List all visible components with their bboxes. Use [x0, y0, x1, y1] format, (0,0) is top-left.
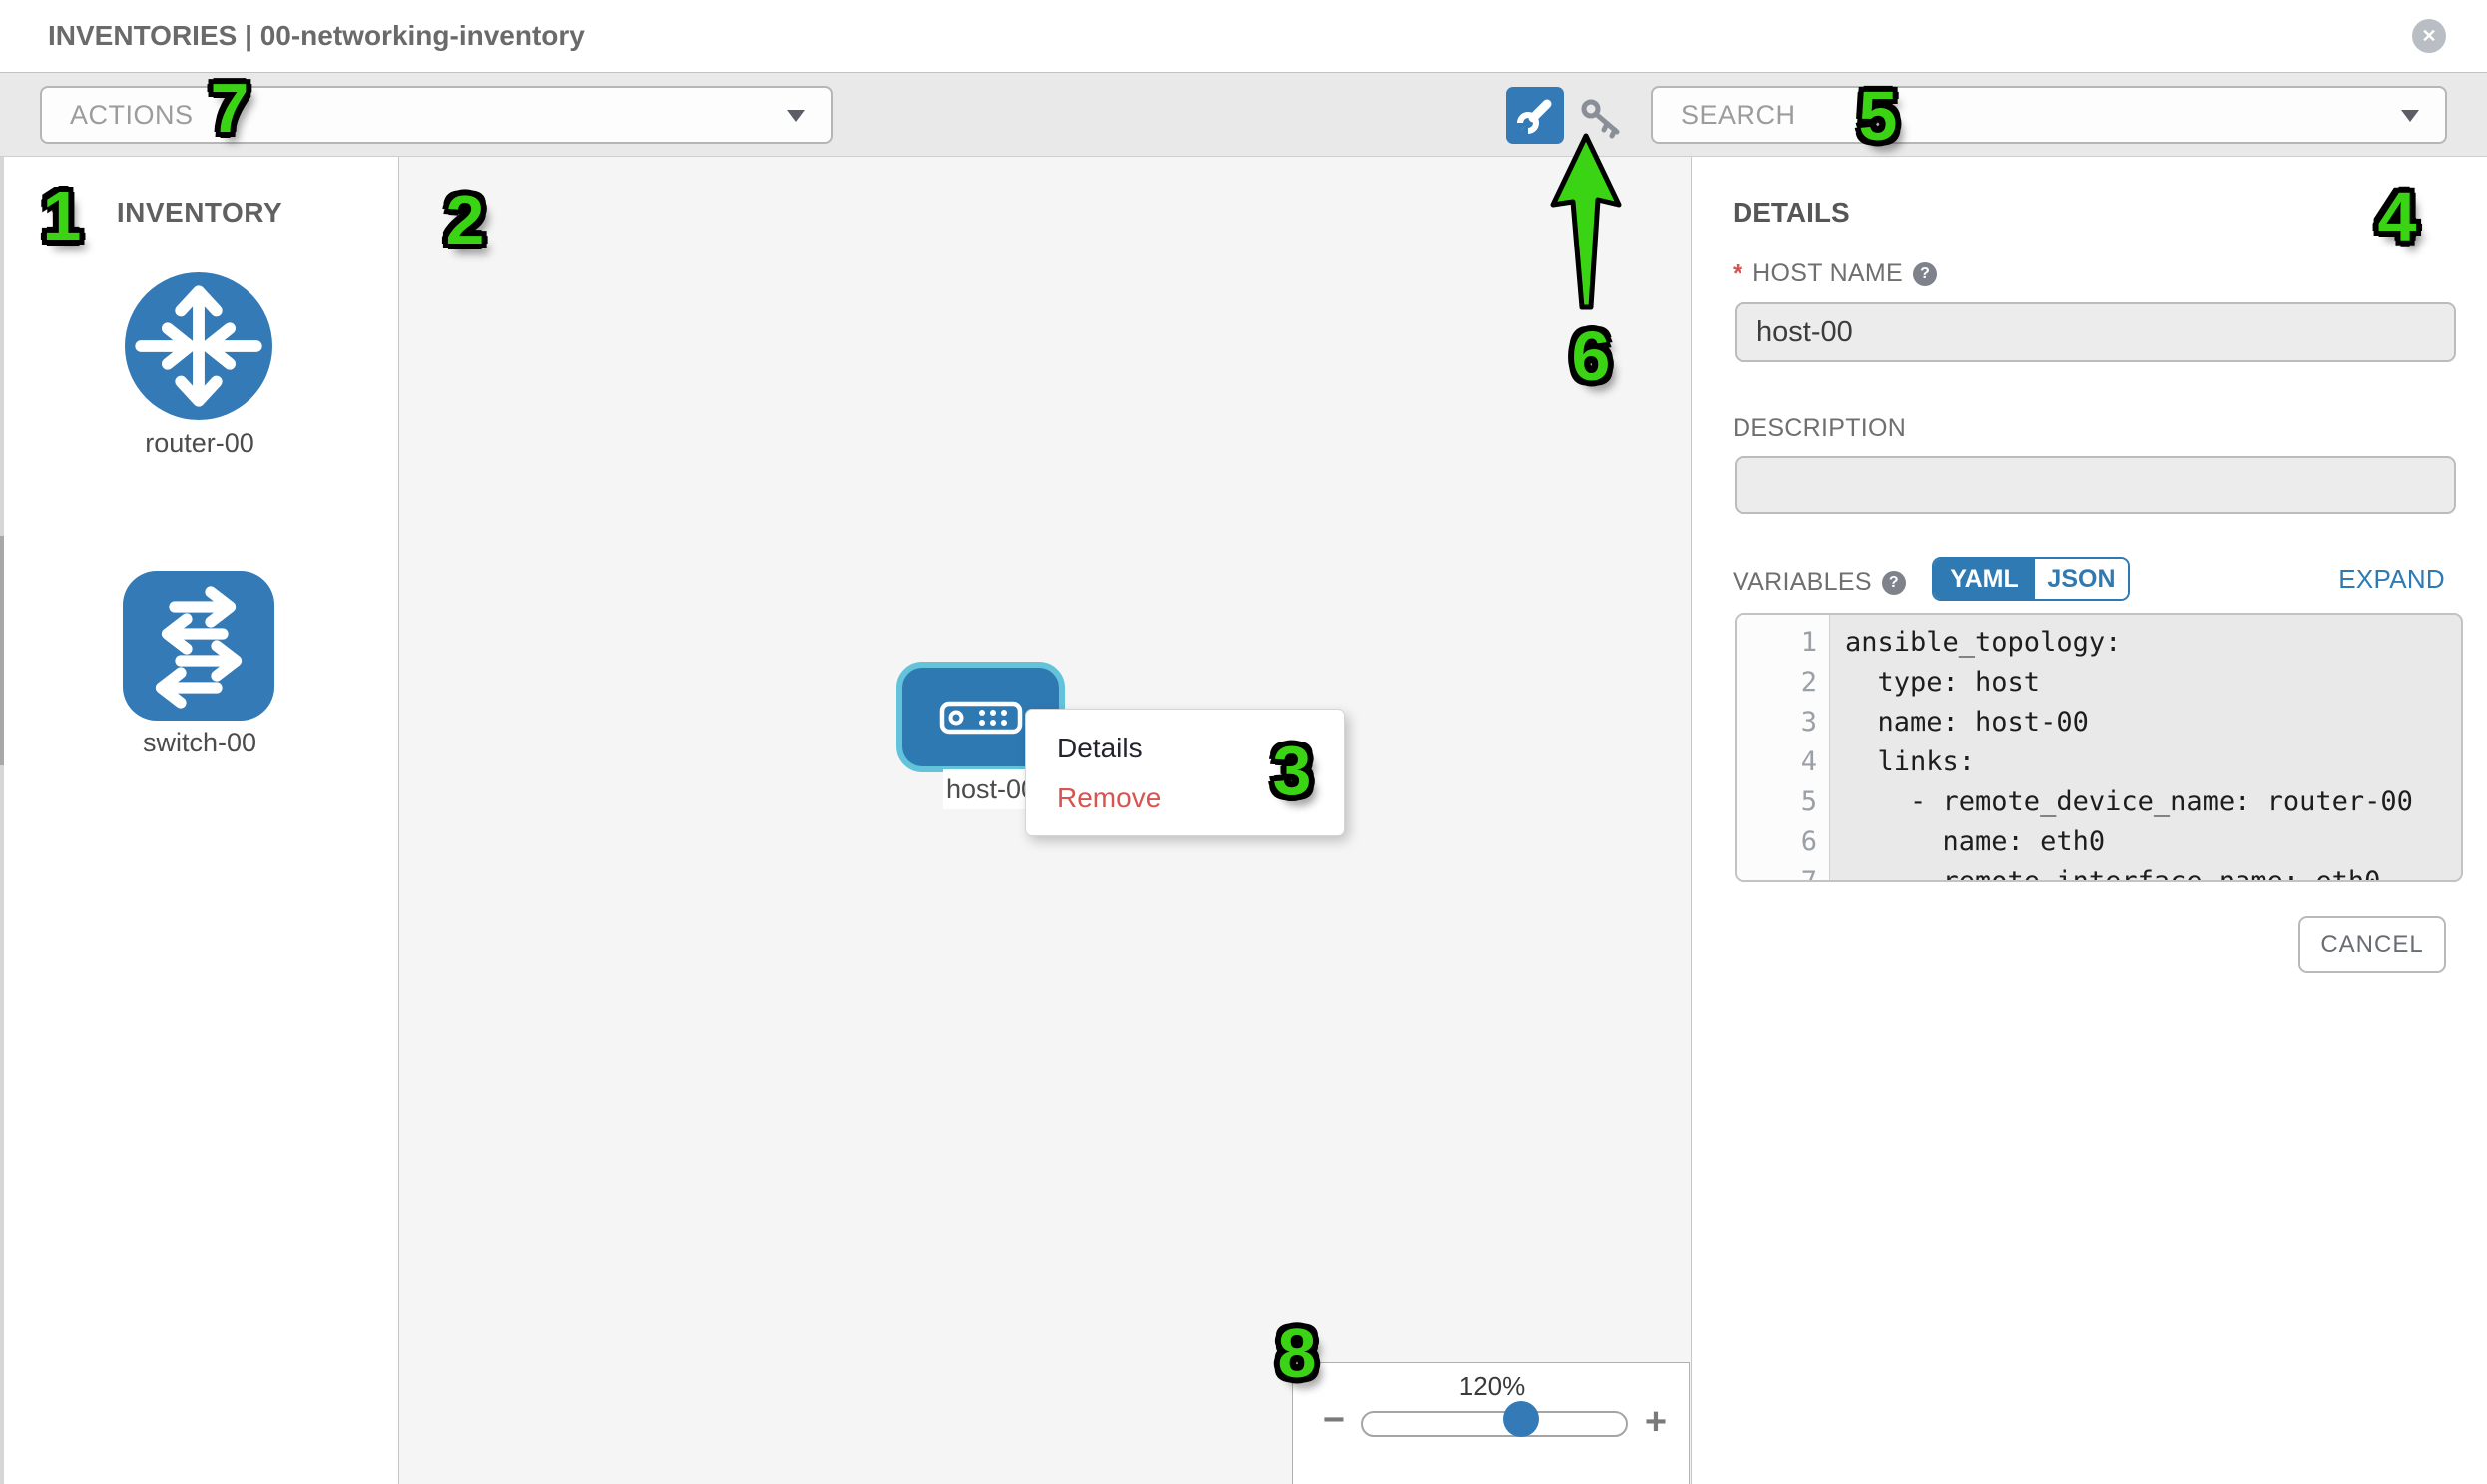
- code-line: type: host: [1845, 667, 2041, 698]
- code-line: name: eth0: [1845, 826, 2106, 857]
- green-arrow-up-icon: [1550, 133, 1622, 310]
- context-menu: Details Remove: [1025, 709, 1345, 836]
- description-label: DESCRIPTION: [1733, 414, 1907, 442]
- chevron-down-icon: [787, 110, 805, 122]
- switch-icon: [155, 586, 243, 709]
- zoom-out-button[interactable]: −: [1322, 1399, 1346, 1441]
- context-menu-item-remove[interactable]: Remove: [1057, 782, 1162, 813]
- host-node-label: host-00: [943, 769, 1039, 809]
- topology-canvas[interactable]: host-00 Details Remove 120% − +: [399, 157, 1691, 1484]
- key-button[interactable]: [1579, 98, 1627, 140]
- line-number: 3: [1800, 707, 1817, 738]
- wrench-icon: [1515, 99, 1552, 136]
- annotation-marker-3: 3: [1272, 732, 1312, 809]
- line-number: 7: [1800, 866, 1817, 882]
- line-number: 2: [1800, 667, 1817, 698]
- cancel-button[interactable]: CANCEL: [2298, 916, 2446, 973]
- inventory-sidebar: INVENTORY router-00: [0, 157, 399, 1484]
- zoom-slider-track[interactable]: [1361, 1411, 1628, 1437]
- sidebar-scrollbar[interactable]: [0, 157, 4, 1484]
- variables-code-editor[interactable]: 1 2 3 4 5 6 7 ansible_topology: type: ho…: [1735, 613, 2463, 882]
- palette-item-label: switch-00: [142, 728, 257, 757]
- line-number: 4: [1800, 746, 1817, 777]
- toggle-yaml[interactable]: YAML: [1934, 559, 2035, 599]
- help-icon[interactable]: ?: [1913, 261, 1937, 286]
- search-dropdown-label: SEARCH: [1681, 99, 1796, 130]
- palette-item-label: router-00: [145, 428, 254, 458]
- close-icon[interactable]: ✕: [2412, 19, 2446, 53]
- annotation-marker-8: 8: [1277, 1314, 1317, 1392]
- details-panel: DETAILS * HOST NAME ? host-00 DESCRIPTIO…: [1691, 157, 2487, 1484]
- annotation-marker-6: 6: [1571, 317, 1611, 395]
- context-menu-item-details[interactable]: Details: [1057, 733, 1143, 763]
- annotation-marker-2: 2: [445, 181, 485, 258]
- variables-format-toggle: YAML JSON: [1932, 557, 2130, 601]
- code-line: remote_interface_name: eth0: [1845, 866, 2381, 882]
- sidebar-scrollbar-thumb[interactable]: [0, 536, 4, 765]
- router-icon: [135, 285, 262, 407]
- actions-dropdown[interactable]: ACTIONS: [40, 86, 833, 144]
- code-line: ansible_topology:: [1845, 627, 2122, 658]
- title-bar: INVENTORIES | 00-networking-inventory ✕: [0, 0, 2487, 72]
- toolbar: ACTIONS SEARCH: [0, 72, 2487, 157]
- expand-link[interactable]: EXPAND: [2338, 564, 2445, 594]
- zoom-in-button[interactable]: +: [1644, 1401, 1668, 1443]
- editor-code[interactable]: ansible_topology: type: host name: host-…: [1831, 615, 2461, 882]
- code-line: name: host-00: [1845, 707, 2089, 738]
- zoom-slider-handle[interactable]: [1503, 1401, 1539, 1437]
- line-number: 5: [1800, 786, 1817, 817]
- variables-label-row: VARIABLES ?: [1733, 568, 1906, 597]
- toggle-json[interactable]: JSON: [2034, 559, 2128, 599]
- host-name-label: HOST NAME: [1752, 259, 1903, 287]
- palette-item-switch[interactable]: [123, 571, 274, 721]
- page-title: INVENTORIES | 00-networking-inventory: [48, 20, 585, 51]
- palette-item-router[interactable]: [125, 272, 272, 420]
- variables-label: VARIABLES: [1733, 568, 1872, 596]
- host-name-label-row: * HOST NAME ?: [1733, 258, 1937, 289]
- editor-line-numbers: 1 2 3 4 5 6 7: [1737, 615, 1830, 880]
- code-line: links:: [1845, 746, 1976, 777]
- toolbar-mode-button[interactable]: [1506, 87, 1564, 144]
- host-icon: [939, 701, 1022, 734]
- search-dropdown[interactable]: SEARCH: [1651, 86, 2447, 144]
- line-number: 6: [1800, 826, 1817, 857]
- help-icon[interactable]: ?: [1881, 570, 1906, 595]
- host-name-input[interactable]: host-00: [1735, 302, 2456, 362]
- zoom-level-value: 120%: [1458, 1371, 1526, 1401]
- annotation-marker-1: 1: [42, 177, 82, 254]
- actions-dropdown-label: ACTIONS: [70, 99, 194, 130]
- details-heading: DETAILS: [1733, 197, 1850, 228]
- annotation-marker-5: 5: [1858, 77, 1898, 155]
- annotation-marker-7: 7: [210, 69, 249, 147]
- annotation-marker-4: 4: [2377, 178, 2417, 255]
- description-input[interactable]: [1735, 456, 2456, 514]
- sidebar-header: INVENTORY: [116, 197, 283, 228]
- line-number: 1: [1800, 627, 1817, 658]
- zoom-control: 120% − +: [1292, 1362, 1690, 1484]
- chevron-down-icon: [2401, 110, 2419, 122]
- description-label-row: DESCRIPTION: [1733, 414, 1906, 443]
- key-icon: [1581, 99, 1620, 139]
- code-line: - remote_device_name: router-00: [1845, 786, 2413, 817]
- required-marker: *: [1733, 258, 1743, 288]
